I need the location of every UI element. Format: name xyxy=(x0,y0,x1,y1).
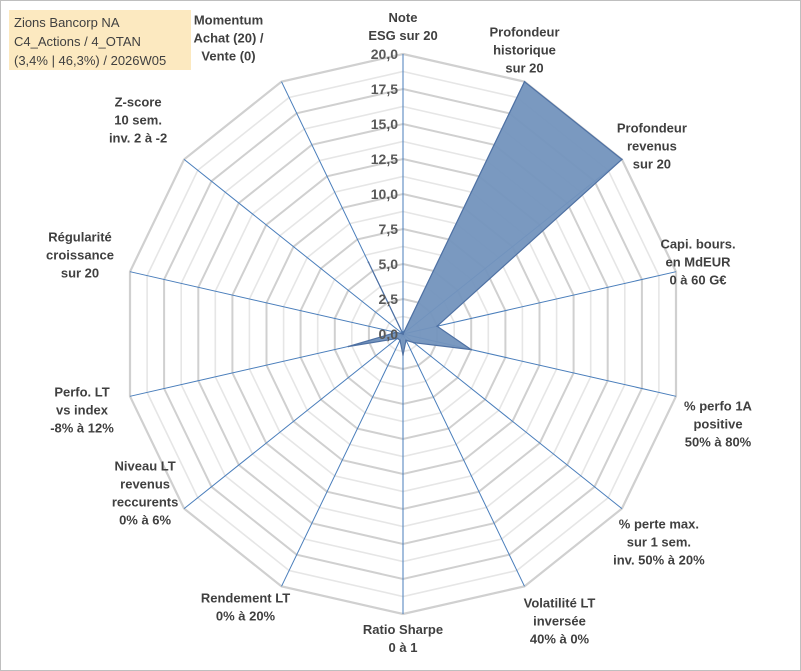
axis-spoke xyxy=(281,333,404,587)
radial-tick-label: 12,5 xyxy=(371,151,398,167)
axis-label: % perte max. sur 1 sem. inv. 50% à 20% xyxy=(613,517,705,568)
radial-tick-label: 2,5 xyxy=(379,291,399,307)
label-layer: Note ESG sur 20 Profondeur historique sur 20… xyxy=(46,10,753,655)
axis-label: Ratio Sharpe 0 à 1 xyxy=(363,622,443,655)
axis-label: Perfo. LT vs index -8% à 12% xyxy=(50,384,114,435)
series-point xyxy=(523,80,526,83)
axis-spoke xyxy=(129,271,404,335)
axis-spoke xyxy=(183,159,404,335)
radial-tick-label: 20,0 xyxy=(371,46,398,62)
axis-spoke xyxy=(402,333,623,509)
series-point xyxy=(399,339,401,342)
series-point xyxy=(396,337,399,340)
radial-tick-label: 10,0 xyxy=(371,186,398,202)
axis-spoke xyxy=(402,271,677,335)
axis-label: Note ESG sur 20 xyxy=(368,10,437,43)
title-line-2: C4_Actions / 4_OTAN xyxy=(14,34,141,49)
series-point xyxy=(621,158,623,161)
series-point xyxy=(405,339,407,342)
axis-label: % perfo 1A positive 50% à 80% xyxy=(684,398,753,449)
title-box: Zions Bancorp NA C4_Actions / 4_OTAN (3,… xyxy=(9,10,191,70)
series-layer xyxy=(347,80,623,356)
axis-label: Capi. bours. en MdEUR 0 à 60 G€ xyxy=(660,237,735,288)
series-point xyxy=(436,325,438,328)
axis-label: Momentum Achat (20) / Vente (0) xyxy=(193,13,263,64)
series-point xyxy=(402,333,404,335)
axis-label: Rendement LT 0% à 20% xyxy=(201,590,290,623)
axis-label: Profondeur revenus sur 20 xyxy=(617,120,687,171)
axis-label: Profondeur historique sur 20 xyxy=(489,25,559,76)
axis-spoke xyxy=(183,333,404,509)
radial-tick-label: 0,0 xyxy=(379,326,399,342)
radial-tick-label: 17,5 xyxy=(371,81,398,97)
radial-tick-label: 5,0 xyxy=(379,256,399,272)
radial-tick-label: 7,5 xyxy=(379,221,399,237)
tick-layer: 0,0 2,5 5,0 7,5 10,0 12,5 15,0 17,5 20,0 xyxy=(371,46,398,342)
series-point xyxy=(402,354,404,356)
axis-label: Volatilité LT inversée 40% à 0% xyxy=(524,595,596,646)
title-line-1: Zions Bancorp NA xyxy=(14,15,120,30)
series-point xyxy=(413,341,415,344)
axis-label: Z-score 10 sem. inv. 2 à -2 xyxy=(109,94,167,145)
series-point xyxy=(347,345,350,348)
axis-label: Niveau LT revenus reccurents 0% à 6% xyxy=(112,459,178,528)
series-point xyxy=(395,331,398,334)
axis-label: Régularité croissance sur 20 xyxy=(46,230,114,281)
title-line-3: (3,4% | 46,3%) / 2026W05 xyxy=(14,53,167,68)
axis-spoke xyxy=(402,333,525,587)
radial-tick-label: 15,0 xyxy=(371,116,398,132)
series-point xyxy=(367,261,370,263)
series-point xyxy=(470,348,473,351)
